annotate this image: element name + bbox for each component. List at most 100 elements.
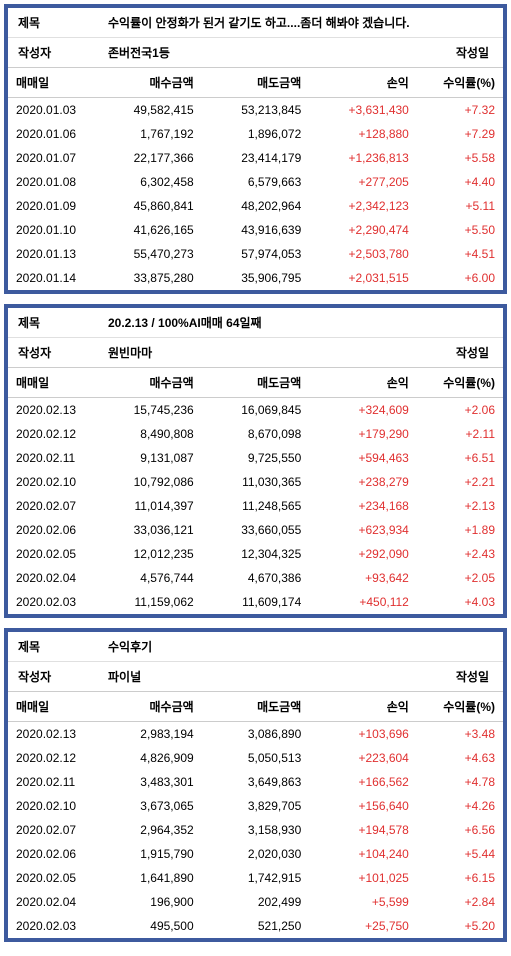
cell-pl: +234,168	[309, 494, 417, 518]
cell-date: 2020.02.03	[8, 914, 94, 938]
table-row: 2020.01.061,767,1921,896,072+128,880+7.2…	[8, 122, 503, 146]
cell-date: 2020.02.12	[8, 422, 94, 446]
cell-buy: 6,302,458	[94, 170, 202, 194]
cell-date: 2020.02.11	[8, 446, 94, 470]
col-rate-header: 수익률(%)	[417, 368, 503, 398]
trade-table: 매매일매수금액매도금액손익수익률(%)2020.02.132,983,1943,…	[8, 691, 503, 938]
cell-sell: 1,742,915	[202, 866, 310, 890]
author-row: 작성자파이널작성일	[8, 662, 503, 691]
cell-pl: +3,631,430	[309, 98, 417, 123]
col-date-header: 매매일	[8, 68, 94, 98]
author-label: 작성자	[18, 44, 108, 61]
cell-sell: 16,069,845	[202, 398, 310, 423]
cell-pl: +25,750	[309, 914, 417, 938]
cell-sell: 43,916,639	[202, 218, 310, 242]
cell-sell: 53,213,845	[202, 98, 310, 123]
cell-pl: +277,205	[309, 170, 417, 194]
post-author: 원빈마마	[108, 344, 456, 361]
cell-sell: 5,050,513	[202, 746, 310, 770]
cell-date: 2020.02.04	[8, 566, 94, 590]
cell-pl: +594,463	[309, 446, 417, 470]
cell-date: 2020.01.13	[8, 242, 94, 266]
cell-date: 2020.02.06	[8, 842, 94, 866]
cell-sell: 12,304,325	[202, 542, 310, 566]
cell-date: 2020.02.07	[8, 494, 94, 518]
cell-buy: 33,036,121	[94, 518, 202, 542]
cell-pl: +128,880	[309, 122, 417, 146]
title-row: 제목20.2.13 / 100%AI매매 64일째	[8, 308, 503, 338]
cell-buy: 2,983,194	[94, 722, 202, 747]
cell-rate: +4.78	[417, 770, 503, 794]
table-row: 2020.02.132,983,1943,086,890+103,696+3.4…	[8, 722, 503, 747]
cell-rate: +5.20	[417, 914, 503, 938]
cell-buy: 15,745,236	[94, 398, 202, 423]
cell-date: 2020.02.13	[8, 398, 94, 423]
cell-buy: 11,014,397	[94, 494, 202, 518]
cell-buy: 11,159,062	[94, 590, 202, 614]
col-rate-header: 수익률(%)	[417, 68, 503, 98]
date-label: 작성일	[456, 668, 493, 685]
table-row: 2020.02.1010,792,08611,030,365+238,279+2…	[8, 470, 503, 494]
date-label: 작성일	[456, 344, 493, 361]
table-row: 2020.02.119,131,0879,725,550+594,463+6.5…	[8, 446, 503, 470]
cell-buy: 2,964,352	[94, 818, 202, 842]
cell-sell: 33,660,055	[202, 518, 310, 542]
cell-buy: 495,500	[94, 914, 202, 938]
post-author: 존버전국1등	[108, 44, 456, 61]
cell-rate: +5.50	[417, 218, 503, 242]
cell-date: 2020.01.06	[8, 122, 94, 146]
cell-rate: +6.15	[417, 866, 503, 890]
cell-pl: +93,642	[309, 566, 417, 590]
cell-rate: +4.63	[417, 746, 503, 770]
cell-pl: +101,025	[309, 866, 417, 890]
col-pl-header: 손익	[309, 368, 417, 398]
cell-buy: 45,860,841	[94, 194, 202, 218]
cell-sell: 3,649,863	[202, 770, 310, 794]
table-row: 2020.01.086,302,4586,579,663+277,205+4.4…	[8, 170, 503, 194]
cell-buy: 12,012,235	[94, 542, 202, 566]
cell-pl: +156,640	[309, 794, 417, 818]
author-label: 작성자	[18, 668, 108, 685]
cell-rate: +6.51	[417, 446, 503, 470]
table-row: 2020.02.0311,159,06211,609,174+450,112+4…	[8, 590, 503, 614]
cell-rate: +2.13	[417, 494, 503, 518]
cell-pl: +2,342,123	[309, 194, 417, 218]
cell-buy: 9,131,087	[94, 446, 202, 470]
cell-date: 2020.01.09	[8, 194, 94, 218]
table-row: 2020.01.1355,470,27357,974,053+2,503,780…	[8, 242, 503, 266]
cell-pl: +179,290	[309, 422, 417, 446]
cell-rate: +4.40	[417, 170, 503, 194]
table-row: 2020.02.1315,745,23616,069,845+324,609+2…	[8, 398, 503, 423]
cell-rate: +6.00	[417, 266, 503, 290]
cell-rate: +4.26	[417, 794, 503, 818]
cell-rate: +5.58	[417, 146, 503, 170]
cell-rate: +3.48	[417, 722, 503, 747]
cell-buy: 4,576,744	[94, 566, 202, 590]
cell-sell: 8,670,098	[202, 422, 310, 446]
col-pl-header: 손익	[309, 68, 417, 98]
col-sell-header: 매도금액	[202, 692, 310, 722]
table-row: 2020.02.044,576,7444,670,386+93,642+2.05	[8, 566, 503, 590]
cell-sell: 35,906,795	[202, 266, 310, 290]
cell-pl: +1,236,813	[309, 146, 417, 170]
post-title: 수익률이 안정화가 된거 같기도 하고....좀더 해봐야 겠습니다.	[108, 14, 493, 31]
col-sell-header: 매도금액	[202, 68, 310, 98]
date-label: 작성일	[456, 44, 493, 61]
cell-rate: +5.44	[417, 842, 503, 866]
cell-buy: 4,826,909	[94, 746, 202, 770]
cell-rate: +6.56	[417, 818, 503, 842]
table-row: 2020.01.0722,177,36623,414,179+1,236,813…	[8, 146, 503, 170]
author-row: 작성자원빈마마작성일	[8, 338, 503, 367]
cell-date: 2020.02.07	[8, 818, 94, 842]
post-card: 제목수익후기작성자파이널작성일매매일매수금액매도금액손익수익률(%)2020.0…	[4, 628, 507, 942]
table-row: 2020.02.051,641,8901,742,915+101,025+6.1…	[8, 866, 503, 890]
col-buy-header: 매수금액	[94, 368, 202, 398]
cell-sell: 2,020,030	[202, 842, 310, 866]
cell-rate: +2.06	[417, 398, 503, 423]
cell-date: 2020.01.03	[8, 98, 94, 123]
cell-date: 2020.02.12	[8, 746, 94, 770]
cell-rate: +4.51	[417, 242, 503, 266]
col-sell-header: 매도금액	[202, 368, 310, 398]
cell-rate: +7.32	[417, 98, 503, 123]
cell-rate: +7.29	[417, 122, 503, 146]
